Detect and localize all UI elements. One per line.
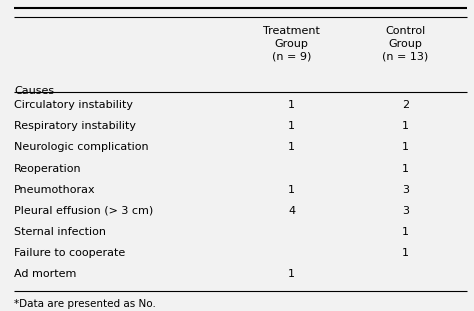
Text: Neurologic complication: Neurologic complication: [14, 142, 149, 152]
Text: 1: 1: [402, 227, 409, 237]
Text: 3: 3: [402, 185, 409, 195]
Text: Failure to cooperate: Failure to cooperate: [14, 248, 126, 258]
Text: Pneumothorax: Pneumothorax: [14, 185, 96, 195]
Text: Causes: Causes: [14, 86, 55, 95]
Text: Group: Group: [274, 39, 309, 49]
Text: Ad mortem: Ad mortem: [14, 269, 77, 279]
Text: 1: 1: [288, 185, 295, 195]
Text: Circulatory instability: Circulatory instability: [14, 100, 133, 110]
Text: 1: 1: [288, 121, 295, 131]
Text: Group: Group: [388, 39, 422, 49]
Text: 1: 1: [402, 248, 409, 258]
Text: 1: 1: [288, 269, 295, 279]
Text: *Data are presented as No.: *Data are presented as No.: [14, 299, 156, 309]
Text: (n = 9): (n = 9): [272, 51, 311, 61]
Text: Control: Control: [385, 26, 425, 36]
Text: Sternal infection: Sternal infection: [14, 227, 106, 237]
Text: (n = 13): (n = 13): [382, 51, 428, 61]
Text: 1: 1: [288, 142, 295, 152]
Text: Treatment: Treatment: [263, 26, 320, 36]
Text: Pleural effusion (> 3 cm): Pleural effusion (> 3 cm): [14, 206, 154, 216]
Text: 1: 1: [402, 121, 409, 131]
Text: 1: 1: [402, 142, 409, 152]
Text: 2: 2: [401, 100, 409, 110]
Text: Reoperation: Reoperation: [14, 164, 82, 174]
Text: 1: 1: [402, 164, 409, 174]
Text: 4: 4: [288, 206, 295, 216]
Text: 1: 1: [288, 100, 295, 110]
Text: 3: 3: [402, 206, 409, 216]
Text: Respiratory instability: Respiratory instability: [14, 121, 136, 131]
